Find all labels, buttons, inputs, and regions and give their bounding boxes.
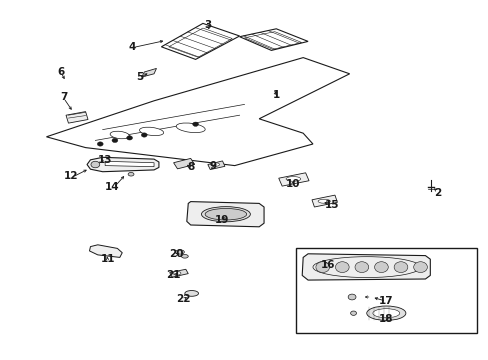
Text: 7: 7	[60, 92, 67, 102]
Ellipse shape	[184, 291, 198, 296]
Text: 20: 20	[168, 249, 183, 259]
Text: 3: 3	[204, 20, 211, 30]
Circle shape	[126, 136, 132, 140]
Text: 21: 21	[166, 270, 181, 280]
Polygon shape	[173, 158, 194, 169]
Circle shape	[97, 142, 103, 146]
Ellipse shape	[285, 176, 300, 181]
Polygon shape	[142, 68, 156, 77]
Ellipse shape	[210, 163, 219, 166]
Ellipse shape	[413, 262, 427, 273]
Ellipse shape	[139, 127, 163, 136]
Polygon shape	[105, 161, 154, 167]
Text: 5: 5	[136, 72, 142, 82]
Bar	[295, 248, 476, 333]
Polygon shape	[87, 157, 159, 172]
Ellipse shape	[176, 123, 205, 132]
Polygon shape	[89, 245, 122, 257]
Text: 2: 2	[433, 188, 440, 198]
Ellipse shape	[173, 271, 181, 275]
Ellipse shape	[205, 208, 246, 220]
Ellipse shape	[372, 309, 399, 318]
Ellipse shape	[393, 262, 407, 273]
Text: 13: 13	[98, 155, 112, 165]
Polygon shape	[207, 161, 224, 170]
Polygon shape	[66, 112, 88, 123]
Text: 1: 1	[272, 90, 279, 100]
Ellipse shape	[175, 250, 184, 254]
Text: 18: 18	[378, 314, 393, 324]
Text: 9: 9	[209, 161, 216, 171]
Ellipse shape	[128, 172, 134, 176]
Text: 6: 6	[58, 67, 64, 77]
Text: 22: 22	[176, 294, 190, 304]
Polygon shape	[169, 269, 188, 277]
Ellipse shape	[354, 262, 368, 273]
Text: 4: 4	[128, 42, 136, 52]
Circle shape	[112, 138, 118, 143]
Polygon shape	[239, 29, 307, 50]
Text: 8: 8	[187, 162, 194, 172]
Text: 19: 19	[215, 215, 229, 225]
Ellipse shape	[374, 262, 387, 273]
Polygon shape	[186, 202, 264, 227]
Text: 14: 14	[105, 182, 120, 192]
Ellipse shape	[366, 306, 405, 320]
Ellipse shape	[110, 131, 129, 139]
Text: 16: 16	[320, 260, 334, 270]
Ellipse shape	[347, 294, 355, 300]
Ellipse shape	[318, 199, 330, 203]
Polygon shape	[161, 23, 239, 59]
Ellipse shape	[315, 262, 329, 273]
Ellipse shape	[350, 311, 356, 315]
Polygon shape	[302, 254, 429, 280]
Ellipse shape	[91, 161, 100, 168]
Polygon shape	[46, 58, 349, 166]
Polygon shape	[278, 173, 308, 186]
Text: 15: 15	[325, 200, 339, 210]
Text: 11: 11	[100, 254, 115, 264]
Circle shape	[141, 133, 147, 137]
Text: 10: 10	[285, 179, 300, 189]
Circle shape	[192, 122, 198, 126]
Polygon shape	[311, 195, 337, 207]
Text: 12: 12	[63, 171, 78, 181]
Text: 17: 17	[378, 296, 393, 306]
Ellipse shape	[201, 207, 250, 222]
Ellipse shape	[181, 255, 188, 258]
Ellipse shape	[335, 262, 348, 273]
